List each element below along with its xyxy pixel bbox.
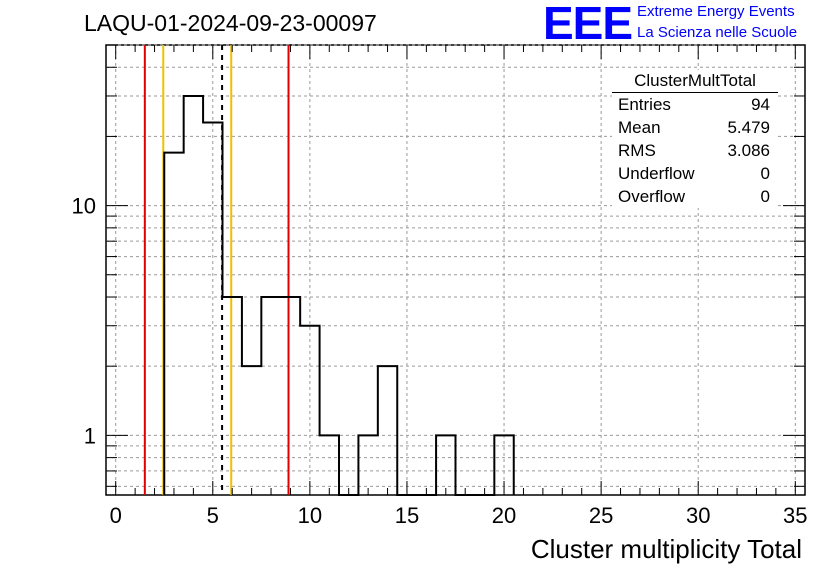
stats-row-underflow: Underflow 0 (612, 162, 778, 185)
y-axis: 1 10 (72, 44, 805, 487)
stats-label: Overflow (618, 187, 686, 206)
x-tick-label: 15 (395, 503, 419, 528)
reference-lines (143, 45, 290, 495)
stats-value: 3.086 (727, 141, 770, 160)
x-tick-label: 5 (207, 503, 219, 528)
stats-value: 5.479 (727, 118, 770, 137)
stats-row-entries: Entries 94 (612, 93, 778, 116)
stats-label: Mean (618, 118, 661, 137)
stats-box-title: ClusterMultTotal (612, 70, 778, 93)
x-tick-label: 30 (686, 503, 710, 528)
y-tick-label: 1 (84, 423, 96, 448)
plot-title: LAQU-01-2024-09-23-00097 (84, 10, 377, 36)
stats-value: 94 (751, 95, 770, 114)
stats-label: RMS (618, 141, 656, 160)
x-tick-label: 10 (298, 503, 322, 528)
histogram-outline (163, 94, 515, 496)
stats-box: ClusterMultTotal Entries 94 Mean 5.479 R… (612, 70, 778, 208)
x-axis-label: Cluster multiplicity Total (530, 534, 802, 564)
eee-logo: EEE (543, 0, 633, 49)
x-tick-label: 35 (783, 503, 807, 528)
logo-line-2: La Scienza nelle Scuole (637, 24, 798, 41)
stats-row-overflow: Overflow 0 (612, 185, 778, 208)
stats-value: 0 (760, 164, 770, 183)
stats-label: Entries (618, 95, 671, 114)
x-axis: 0 5 10 15 20 25 30 35 (110, 45, 808, 528)
y-tick-label: 10 (72, 194, 96, 219)
x-tick-label: 0 (110, 503, 122, 528)
x-tick-label: 20 (492, 503, 516, 528)
stats-row-rms: RMS 3.086 (612, 139, 778, 162)
stats-label: Underflow (618, 164, 695, 183)
x-tick-label: 25 (589, 503, 613, 528)
stats-row-mean: Mean 5.479 (612, 116, 778, 139)
stats-value: 0 (760, 187, 770, 206)
logo-line-1: Extreme Energy Events (637, 3, 795, 20)
